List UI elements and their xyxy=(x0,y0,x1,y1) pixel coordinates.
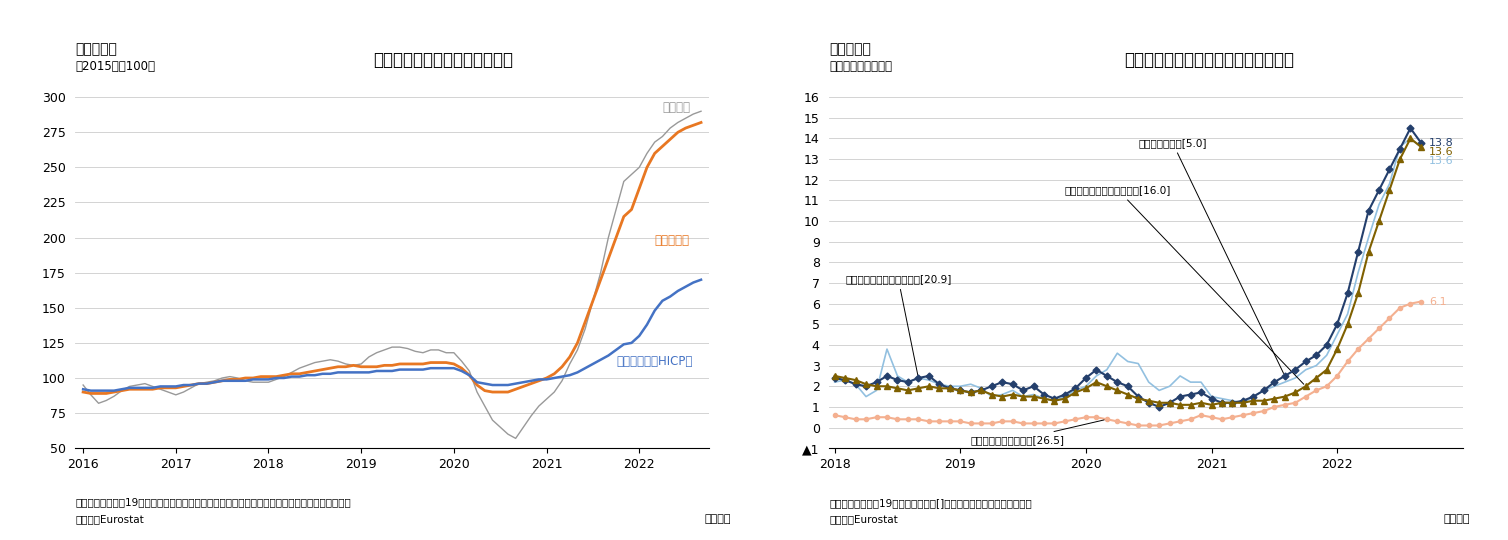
Text: 13.8: 13.8 xyxy=(1430,138,1454,147)
Text: うち加工食品・アルコール[16.0]: うち加工食品・アルコール[16.0] xyxy=(1065,185,1304,384)
Text: 財（エネルギー除く）[26.5]: 財（エネルギー除く）[26.5] xyxy=(971,420,1104,445)
Text: 6.1: 6.1 xyxy=(1430,296,1446,307)
Text: 生産者物価: 生産者物価 xyxy=(654,234,689,247)
Text: 飲食料（アルコール含む）[20.9]: 飲食料（アルコール含む）[20.9] xyxy=(844,274,952,375)
Text: （図表４）: （図表４） xyxy=(829,43,872,57)
Text: うち未加工食品[5.0]: うち未加工食品[5.0] xyxy=(1139,138,1283,374)
Text: 消費者物価（HICP）: 消費者物価（HICP） xyxy=(617,355,692,368)
Text: （注）ユーロ圈は19か国のデータ、生産者物価は域内市場、輸入物価は電気・ガス・水道を除く: （注）ユーロ圈は19か国のデータ、生産者物価は域内市場、輸入物価は電気・ガス・水… xyxy=(75,497,351,508)
Text: 13.6: 13.6 xyxy=(1430,147,1454,157)
Text: ユーロ圈の飲食料価格の上昇率と内訳: ユーロ圈の飲食料価格の上昇率と内訳 xyxy=(1125,51,1294,69)
Text: （前年同月比、％）: （前年同月比、％） xyxy=(829,60,893,73)
Text: 輸入物価: 輸入物価 xyxy=(662,101,691,114)
Text: ユーロ圈のエネルギー価格水準: ユーロ圈のエネルギー価格水準 xyxy=(372,51,513,69)
Text: 13.6: 13.6 xyxy=(1430,156,1454,166)
Text: （資料）Eurostat: （資料）Eurostat xyxy=(829,514,899,524)
Text: （2015年＝100）: （2015年＝100） xyxy=(75,60,155,73)
Text: （月次）: （月次） xyxy=(704,514,731,524)
Text: （資料）Eurostat: （資料）Eurostat xyxy=(75,514,145,524)
Text: （注）ユーロ圈は19か国のデータ、[]内は総合指数に対するウェイト: （注）ユーロ圈は19か国のデータ、[]内は総合指数に対するウェイト xyxy=(829,497,1031,508)
Text: （月次）: （月次） xyxy=(1443,514,1470,524)
Text: （図表３）: （図表３） xyxy=(75,43,118,57)
